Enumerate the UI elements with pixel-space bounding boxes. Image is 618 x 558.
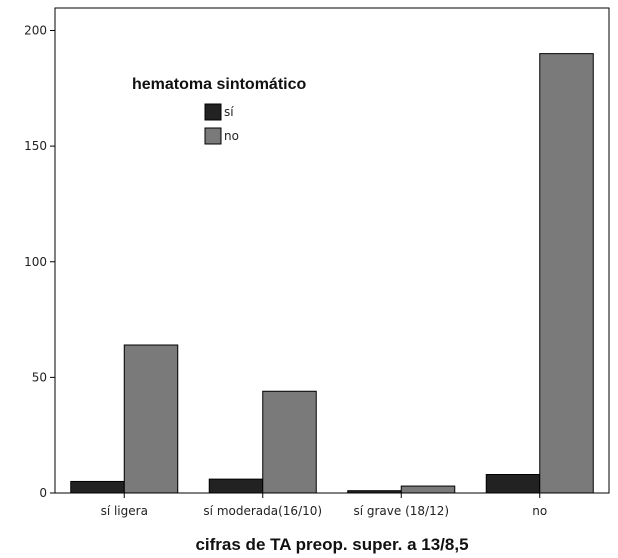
bar-si <box>485 474 541 494</box>
legend: hematoma sintomático sí no <box>132 76 306 145</box>
y-tick-label: 100 <box>24 255 47 269</box>
x-axis-title: cifras de TA preop. super. a 13/8,5 <box>195 535 468 554</box>
bar-si <box>70 480 125 494</box>
x-tick-label: sí moderada(16/10) <box>203 504 322 518</box>
legend-label: sí <box>224 105 234 119</box>
x-tick-label: no <box>532 504 547 518</box>
y-tick-label: 150 <box>24 139 47 153</box>
y-tick-label: 50 <box>32 370 47 384</box>
bar-no <box>539 53 594 494</box>
bar-no <box>123 344 179 494</box>
x-tick-label: sí grave (18/12) <box>353 504 449 518</box>
legend-label: no <box>224 129 239 143</box>
legend-title: hematoma sintomático <box>132 76 306 93</box>
legend-swatch <box>204 127 222 145</box>
legend-swatch <box>204 103 222 121</box>
bar-si <box>347 490 402 494</box>
bar-no <box>262 390 317 494</box>
y-tick-label: 200 <box>24 24 47 38</box>
bar-si <box>208 478 264 494</box>
legend-items: sí no <box>204 103 239 145</box>
x-tick-label: sí ligera <box>101 504 148 518</box>
bar-no <box>400 485 456 494</box>
y-tick-label: 0 <box>39 486 47 500</box>
y-axis: 0 50 100 150 200 <box>24 24 55 500</box>
x-axis: sí ligera sí moderada(16/10) sí grave (18/… <box>101 493 547 518</box>
bars <box>70 53 594 494</box>
